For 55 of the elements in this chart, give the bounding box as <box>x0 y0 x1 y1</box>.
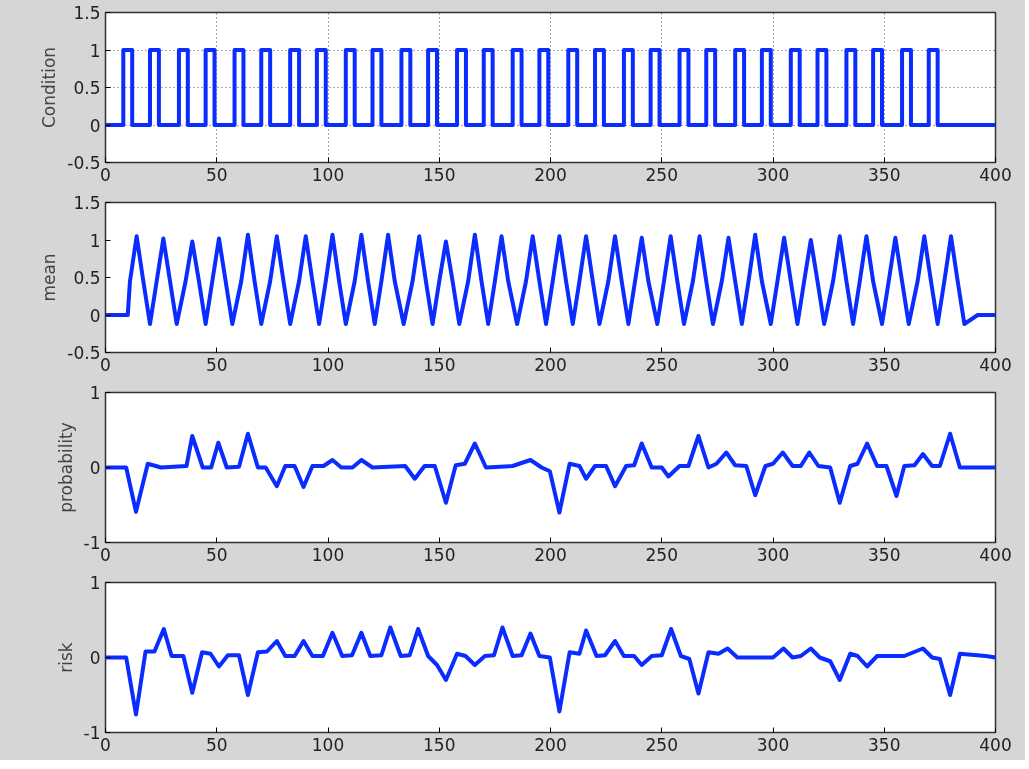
line-series <box>105 232 996 326</box>
x-tick-label: 200 <box>534 734 567 755</box>
x-tick-label: 100 <box>311 164 345 185</box>
line-series <box>105 431 996 515</box>
x-tick-label: 400 <box>979 354 1012 375</box>
x-tick-label: 150 <box>423 354 456 375</box>
y-tick-label: 0 <box>89 458 101 478</box>
y-tick-label: 1 <box>89 230 101 251</box>
x-tick-label: 350 <box>868 734 901 755</box>
x-tick-label: 300 <box>756 354 790 375</box>
x-tick-label: 100 <box>311 544 345 565</box>
y-tick-label: -1 <box>83 533 101 553</box>
x-tick-label: 200 <box>534 544 567 565</box>
x-tick-label: 200 <box>534 354 567 375</box>
line-series <box>105 625 996 717</box>
y-tick-label: 0 <box>89 115 101 136</box>
x-tick-label: 400 <box>979 734 1012 755</box>
y-tick-label: -1 <box>83 723 101 743</box>
x-tick-label: 250 <box>645 164 678 185</box>
y-axis-title: probability <box>55 422 76 513</box>
x-tick-label: 50 <box>205 734 228 755</box>
x-tick-label: 200 <box>534 164 567 185</box>
y-tick-label: 1 <box>89 573 101 593</box>
y-tick-label: -0.5 <box>67 153 101 173</box>
y-tick-label: 0.5 <box>73 268 101 288</box>
y-tick-label: 1 <box>89 40 101 61</box>
x-tick-label: 400 <box>979 164 1012 185</box>
x-tick-label: 50 <box>205 544 228 565</box>
x-tick-label: 300 <box>756 164 790 185</box>
x-tick-label: 350 <box>868 544 901 565</box>
x-tick-label: 150 <box>423 544 456 565</box>
x-tick-label: 250 <box>645 544 678 565</box>
x-tick-label: 300 <box>756 734 790 755</box>
x-tick-label: 250 <box>645 734 678 755</box>
x-tick-label: 350 <box>868 354 901 375</box>
y-tick-label: 1.5 <box>73 193 101 213</box>
y-tick-label: 0 <box>89 305 101 326</box>
x-tick-label: 50 <box>205 164 228 185</box>
y-axis-title: risk <box>55 642 76 673</box>
x-tick-label: 150 <box>423 164 456 185</box>
x-tick-label: 100 <box>311 354 345 375</box>
x-tick-label: 350 <box>868 164 901 185</box>
y-axis-title: mean <box>39 253 60 302</box>
y-tick-label: 0.5 <box>73 78 101 98</box>
y-tick-label: -0.5 <box>67 343 101 363</box>
x-tick-label: 50 <box>205 354 228 375</box>
x-tick-label: 300 <box>756 544 790 565</box>
x-tick-label: 100 <box>311 734 345 755</box>
y-tick-label: 1.5 <box>73 3 101 23</box>
x-tick-label: 400 <box>979 544 1012 565</box>
y-axis-title: Condition <box>39 46 60 129</box>
x-tick-label: 250 <box>645 354 678 375</box>
y-tick-label: 1 <box>89 383 101 403</box>
x-tick-label: 150 <box>423 734 456 755</box>
y-tick-label: 0 <box>89 648 101 668</box>
